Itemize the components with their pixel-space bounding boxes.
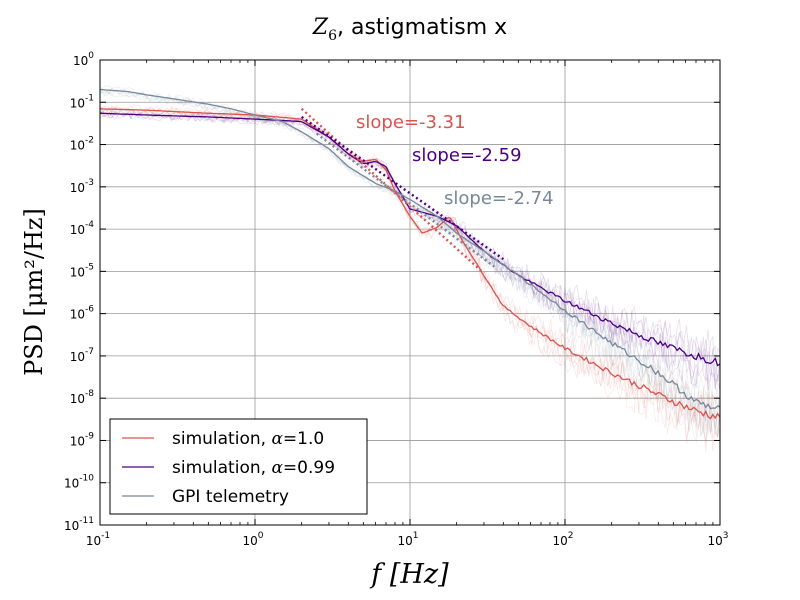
y-axis-label: PSD [μm²/Hz] [20, 208, 48, 376]
legend-label-gpi-telemetry: GPI telemetry [172, 487, 289, 507]
x-tick-label: 103 [707, 531, 728, 548]
y-tick-label: 10-11 [64, 516, 94, 533]
x-axis-label: f [Hz] [369, 559, 449, 590]
ticks: 10-1 100 101 102 103 10-11 10-10 10-9 10-8 10-7 10… [64, 51, 728, 548]
slope-label: slope=-2.59 [412, 145, 522, 166]
slope-fits: slope=-3.31 slope=-2.59 slope=-2.74 [300, 107, 554, 275]
x-tick-label: 100 [242, 531, 263, 548]
grid [100, 60, 720, 525]
chart-title: Z6, astigmatism x [312, 15, 507, 44]
y-tick-label: 10-4 [70, 220, 95, 237]
title-symbol: Z [312, 15, 329, 40]
y-tick-label: 10-5 [70, 262, 94, 279]
realization-line [99, 85, 721, 426]
y-tick-label: 10-9 [70, 431, 95, 448]
realization-line [99, 112, 721, 391]
x-tick-label: 10-1 [86, 531, 110, 548]
y-tick-label: 10-6 [70, 305, 95, 322]
slope-fit-line [300, 115, 505, 261]
series-line-2 [99, 88, 721, 410]
legend-label-sim-alpha-1: simulation, α=1.0 [172, 429, 324, 449]
y-tick-label: 10-8 [70, 389, 95, 406]
legend-label-sim-alpha-099: simulation, α=0.99 [172, 458, 335, 478]
y-tick-label: 10-3 [70, 178, 94, 195]
slope-fit-line [315, 132, 496, 268]
realization-line [99, 109, 721, 383]
series-lines [99, 88, 721, 420]
title-text: , astigmatism x [337, 15, 507, 40]
realization-line [99, 88, 721, 437]
realization-line [99, 108, 721, 452]
y-tick-label: 10-1 [70, 93, 94, 110]
y-tick-label: 100 [73, 51, 94, 68]
x-tick-label: 101 [397, 531, 418, 548]
y-tick-label: 10-2 [70, 136, 94, 153]
realization-line [99, 103, 721, 428]
series-line-1 [99, 112, 721, 367]
legend: simulation, α=1.0 simulation, α=0.99 GPI… [109, 418, 368, 515]
series-line-0 [99, 108, 721, 420]
y-tick-label: 10-7 [70, 347, 94, 364]
title-subscript: 6 [328, 28, 337, 44]
y-tick-label: 10-10 [64, 474, 94, 491]
slope-fit-line [300, 107, 485, 275]
slope-label: slope=-2.74 [444, 188, 554, 209]
x-tick-label: 102 [552, 531, 573, 548]
realization-line [99, 111, 721, 391]
slope-label: slope=-3.31 [356, 112, 466, 133]
